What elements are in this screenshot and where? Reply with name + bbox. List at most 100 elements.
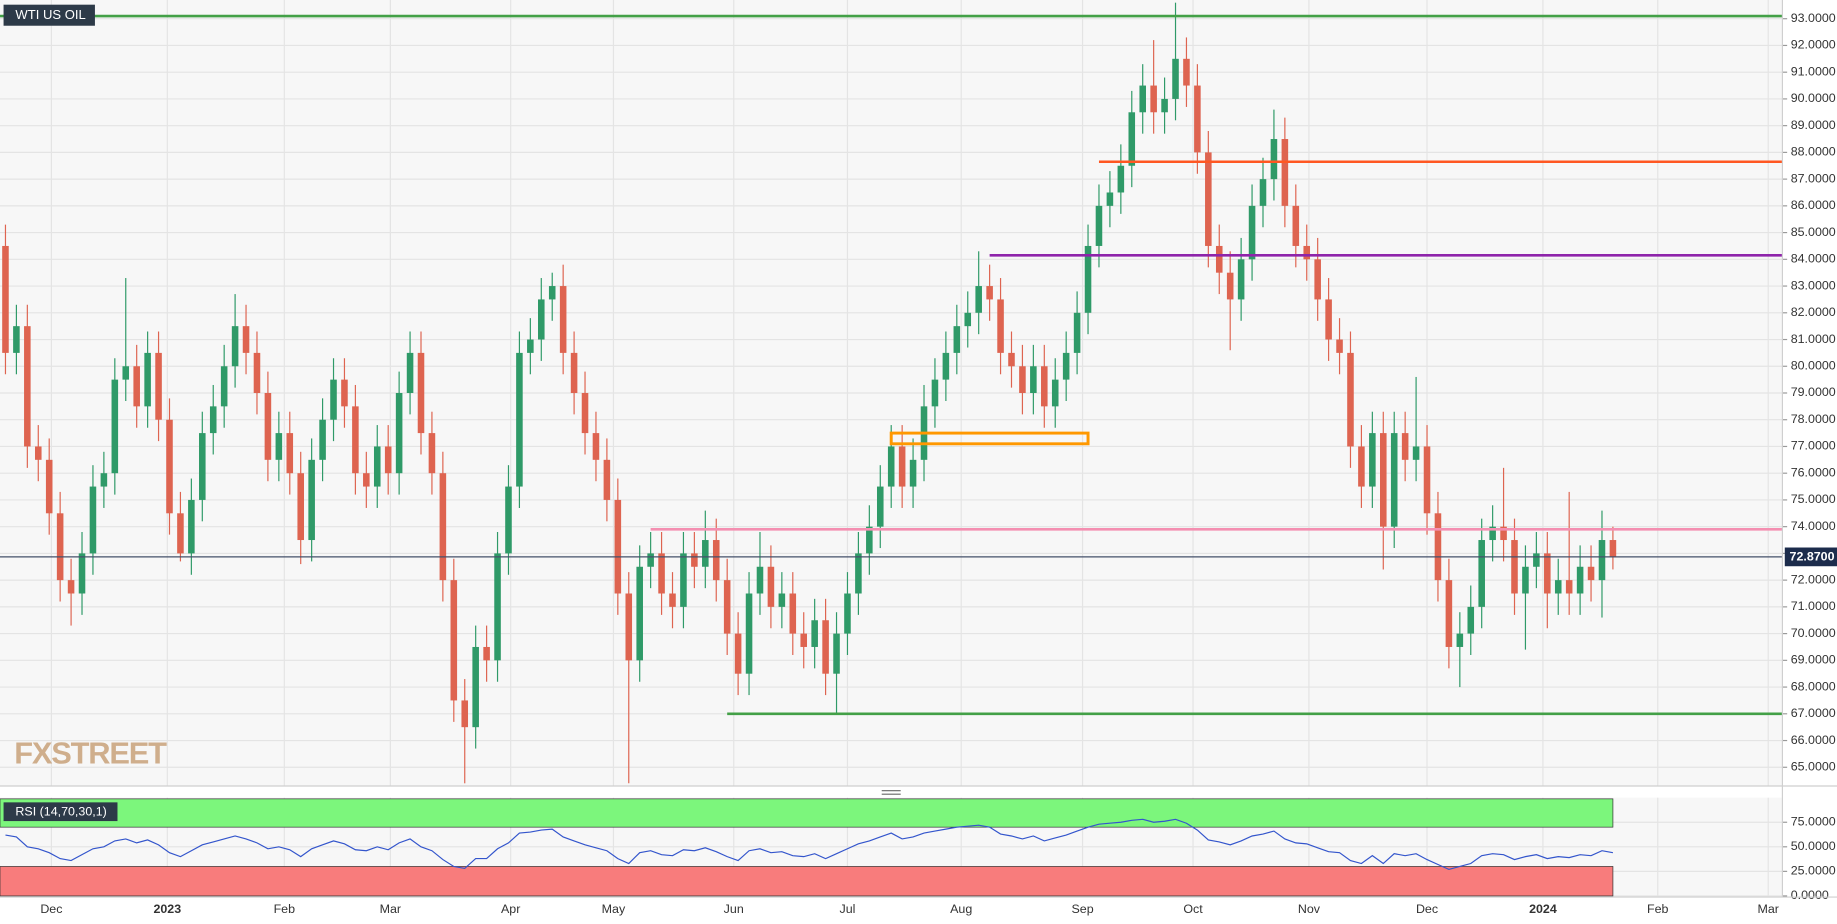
x-tick-label: Jun: [724, 902, 744, 916]
candle-body: [1106, 192, 1114, 206]
candle-body: [548, 286, 556, 300]
candle-body: [144, 352, 151, 407]
y-tick-label: 75.0000: [1791, 815, 1836, 829]
y-tick-label: 88.0000: [1791, 145, 1836, 159]
x-tick-label: Feb: [274, 902, 296, 916]
candle-body: [538, 299, 545, 340]
candle-body: [975, 286, 982, 313]
candle-body: [559, 286, 567, 353]
candle-body: [931, 379, 939, 407]
y-tick-label: 93.0000: [1791, 11, 1836, 25]
y-tick-label: 70.0000: [1791, 626, 1836, 640]
candle-body: [450, 580, 458, 701]
candle-body: [319, 419, 326, 460]
y-tick-label: 85.0000: [1791, 225, 1836, 239]
x-tick-label: 2024: [1529, 902, 1557, 916]
y-tick-label: 25.0000: [1791, 864, 1836, 878]
candle-body: [986, 286, 993, 300]
candle-body: [1172, 58, 1179, 99]
candle-body: [964, 312, 972, 327]
candle-body: [669, 593, 676, 607]
y-tick-label: 65.0000: [1791, 760, 1836, 774]
candle-body: [767, 566, 775, 607]
candle-body: [188, 499, 195, 554]
overbought-band: [0, 798, 1614, 828]
panel-resize-handle[interactable]: [881, 790, 901, 795]
candle-body: [636, 566, 643, 661]
y-tick-label: 69.0000: [1791, 653, 1836, 667]
candle-body: [1434, 513, 1442, 581]
candle-body: [1270, 139, 1278, 180]
candle-body: [483, 646, 490, 661]
candle-body: [592, 433, 600, 460]
candle-body: [111, 379, 119, 474]
y-tick-label: 87.0000: [1791, 171, 1836, 185]
candle-body: [373, 446, 381, 487]
candle-body: [242, 326, 250, 353]
candle-body: [220, 366, 228, 407]
candle-body: [1226, 272, 1234, 300]
candle-body: [1369, 433, 1376, 487]
candle-body: [942, 352, 950, 380]
x-tick-label: Jul: [840, 902, 856, 916]
candle-body: [297, 473, 304, 541]
candle-body: [1051, 379, 1059, 407]
candle-body: [253, 352, 261, 393]
rsi-title: RSI (14,70,30,1): [15, 805, 106, 819]
candle-body: [527, 339, 534, 353]
candle-body: [166, 419, 173, 514]
rsi-line: [5, 818, 1614, 871]
candle-body: [603, 459, 611, 500]
candle-body: [308, 459, 315, 541]
candle-body: [1095, 205, 1103, 246]
last-price-label: 72.8700: [1790, 550, 1835, 564]
candle-body: [1205, 152, 1212, 246]
candle-body: [1412, 446, 1420, 460]
candle-body: [352, 406, 359, 474]
y-tick-label: 50.0000: [1791, 839, 1836, 853]
candle-body: [45, 459, 53, 514]
candle-body: [199, 433, 206, 500]
x-tick-label: Mar: [1757, 902, 1778, 916]
x-tick-label: Mar: [380, 902, 401, 916]
candle-body: [384, 446, 392, 474]
y-tick-label: 76.0000: [1791, 466, 1836, 480]
x-tick-label: May: [602, 902, 626, 916]
candle-body: [658, 553, 665, 594]
candle-body: [1522, 566, 1529, 594]
candle-body: [1456, 633, 1464, 647]
candle-body: [1259, 179, 1267, 206]
y-tick-label: 91.0000: [1791, 65, 1836, 79]
candle-body: [133, 366, 140, 407]
candle-body: [712, 540, 720, 581]
y-tick-label: 83.0000: [1791, 278, 1836, 292]
candle-body: [866, 526, 873, 554]
candle-body: [461, 700, 469, 728]
y-tick-label: 77.0000: [1791, 439, 1836, 453]
candle-body: [177, 513, 184, 554]
y-tick-label: 82.0000: [1791, 305, 1836, 319]
candle-body: [1358, 446, 1365, 487]
candle-body: [1139, 85, 1146, 113]
y-tick-label: 92.0000: [1791, 38, 1836, 52]
candle-body: [78, 553, 86, 594]
candle-body: [723, 580, 731, 634]
y-tick-label: 67.0000: [1791, 706, 1836, 720]
labels: 65.0000 66.0000 67.0000 68.0000 69.0000 70.00…: [3, 11, 1837, 916]
zone-box: [889, 431, 1090, 446]
candle-body: [844, 593, 851, 634]
candle-body: [800, 633, 808, 647]
candle-body: [1347, 352, 1354, 447]
candle-body: [647, 553, 654, 567]
y-tick-label: 72.0000: [1791, 572, 1836, 586]
candle-body: [702, 540, 709, 567]
candle-body: [1062, 352, 1070, 380]
oversold-band: [0, 866, 1614, 897]
candle-body: [56, 513, 64, 581]
y-tick-label: 75.0000: [1791, 492, 1836, 506]
candle-body: [1423, 446, 1431, 514]
candle-body: [1183, 58, 1190, 86]
candle-body: [1194, 85, 1201, 153]
y-tick-label: 90.0000: [1791, 91, 1836, 105]
candle-body: [428, 433, 436, 474]
